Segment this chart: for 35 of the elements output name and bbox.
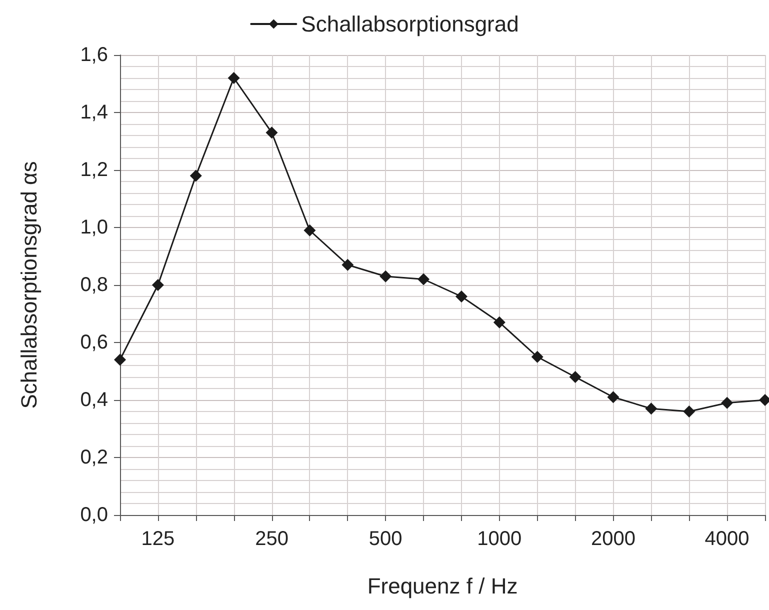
point xyxy=(342,258,354,271)
y-axis-title: Schallabsorptionsgrad αs xyxy=(16,161,42,409)
x-axis-title: Frequenz f / Hz xyxy=(367,574,518,598)
x-tick-label: 1000 xyxy=(477,528,522,550)
x-tick-label: 4000 xyxy=(704,528,750,550)
x-tick-label: 250 xyxy=(255,528,288,550)
point xyxy=(607,391,620,404)
point xyxy=(455,290,468,302)
point xyxy=(569,371,582,383)
x-tick-label: 125 xyxy=(141,528,175,550)
y-tick-label: 1,2 xyxy=(80,159,108,181)
point xyxy=(531,350,544,363)
point xyxy=(190,170,202,182)
y-tick-label: 0,6 xyxy=(80,332,108,354)
y-tick-label: 0,8 xyxy=(80,274,108,296)
x-tick-label: 2000 xyxy=(590,528,636,550)
legend-label: Schallabsorptionsgrad xyxy=(301,12,519,36)
point xyxy=(380,270,392,282)
point xyxy=(493,316,506,328)
point xyxy=(266,126,278,139)
y-tick-label: 0,0 xyxy=(80,504,108,526)
y-tick-label: 1,6 xyxy=(80,44,108,66)
point xyxy=(304,224,316,236)
point xyxy=(645,402,658,415)
point xyxy=(721,396,734,409)
y-tick-label: 1,0 xyxy=(80,216,108,238)
y-tick-label: 1,4 xyxy=(80,102,108,124)
point xyxy=(683,406,696,418)
point xyxy=(418,273,430,286)
point xyxy=(228,72,240,84)
y-tick-label: 0,4 xyxy=(80,389,108,411)
point xyxy=(152,279,164,291)
x-tick-label: 500 xyxy=(368,528,402,550)
point xyxy=(114,354,126,366)
y-tick-label: 0,2 xyxy=(80,446,108,468)
